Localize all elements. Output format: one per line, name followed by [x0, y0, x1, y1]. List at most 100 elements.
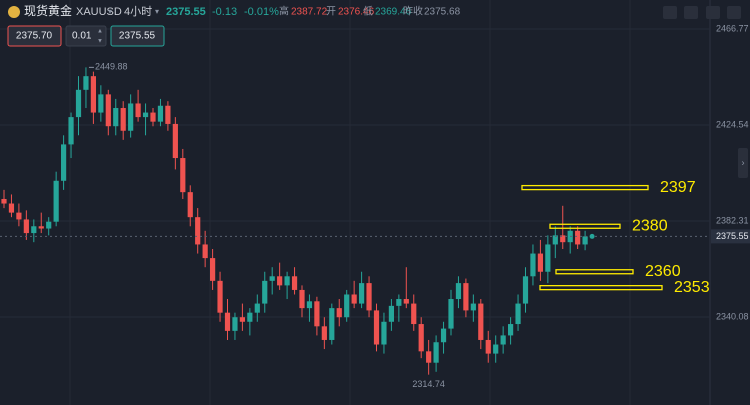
candle-body: [269, 276, 275, 281]
candle-body: [344, 294, 350, 318]
symbol[interactable]: XAUUSD: [76, 6, 122, 18]
candle-body: [336, 308, 342, 318]
instrument-name: 现货黄金: [24, 3, 72, 18]
candle-body: [351, 294, 357, 304]
candle-body: [157, 105, 164, 122]
candle-body: [113, 108, 119, 127]
candle-body: [232, 317, 238, 331]
candle-body: [1, 198, 7, 204]
high-label: 2449.88: [95, 62, 128, 72]
ask-price[interactable]: 2375.70: [16, 31, 53, 42]
candle-body: [455, 283, 462, 300]
candle-body: [515, 303, 521, 325]
candle-body: [485, 339, 491, 354]
level-label: 2380: [632, 217, 668, 234]
candle-body: [299, 289, 305, 309]
dropdown-arrow[interactable]: ▾: [108, 7, 112, 16]
candle-body: [68, 117, 74, 145]
candle-body: [217, 280, 223, 313]
candle-body: [38, 226, 44, 229]
candle-body: [373, 310, 380, 345]
tool-icon[interactable]: [663, 6, 677, 19]
candle-body: [321, 326, 327, 340]
candle-body: [426, 351, 432, 363]
period[interactable]: 4小时: [124, 5, 152, 18]
ask-box[interactable]: [7, 25, 62, 47]
candle-body: [433, 342, 439, 363]
candle-body: [202, 244, 208, 259]
level-line: [549, 223, 621, 229]
tool-icon[interactable]: [727, 6, 741, 19]
candle-body: [135, 103, 141, 118]
last-price: 2375.55: [166, 6, 206, 18]
candle-body: [388, 305, 394, 322]
candle-body: [329, 308, 335, 340]
candle-body: [381, 321, 387, 345]
candle-body: [411, 303, 417, 325]
bid-price[interactable]: 2375.55: [119, 31, 156, 42]
candle-body: [75, 89, 82, 118]
tool-icon[interactable]: [684, 6, 698, 19]
candle-body: [396, 299, 402, 306]
candle-body: [470, 303, 476, 311]
candle-body: [90, 76, 96, 113]
y-tick-label: 2424.54: [716, 119, 749, 129]
candle-body: [508, 324, 514, 336]
y-tick-label: 2340.08: [716, 311, 749, 321]
low-value: 2369.46: [375, 7, 412, 18]
candle-body: [366, 283, 372, 311]
level-line: [555, 269, 634, 275]
lot-input[interactable]: [65, 25, 107, 47]
candle-body: [418, 324, 424, 352]
candle-body: [8, 203, 15, 213]
level-label: 2397: [660, 179, 696, 196]
candle-body: [262, 280, 268, 304]
header: 现货黄金 XAUUSD ▾ 4小时 ▾ 2375.55 -0.13 -0.01%…: [7, 3, 748, 178]
candle-body: [552, 235, 558, 245]
candle-body: [500, 335, 506, 345]
bid-box[interactable]: [110, 25, 165, 47]
candle-body: [575, 230, 581, 245]
candle-body: [195, 217, 201, 245]
candle-body: [530, 253, 536, 277]
level-line: [521, 184, 649, 191]
candle-body: [142, 112, 149, 118]
candle-body: [403, 299, 409, 304]
candle-body: [440, 328, 447, 343]
candle-body: [172, 123, 178, 159]
candle-body: [448, 299, 454, 329]
candle-body: [560, 235, 566, 243]
candle-body: [254, 303, 260, 313]
high-value: 2387.72: [291, 7, 328, 18]
prev-label: 昨收: [403, 5, 423, 18]
candle-body: [16, 212, 22, 220]
dropdown-arrow[interactable]: ▾: [155, 7, 159, 16]
candle-body: [210, 258, 216, 281]
candle-body: [359, 283, 365, 304]
candle-body: [120, 108, 126, 131]
candle-body: [522, 276, 529, 304]
lot-size[interactable]: 0.01: [72, 31, 92, 42]
lot-up[interactable]: ▲: [97, 29, 103, 35]
candle-body: [98, 94, 104, 113]
candle-body: [582, 236, 588, 245]
level-line: [539, 285, 663, 291]
level-label: 2360: [645, 263, 681, 280]
high-label: 高: [279, 5, 289, 18]
candle-body: [478, 303, 484, 340]
change: -0.13: [212, 6, 237, 18]
candle-body: [291, 276, 298, 290]
side-tab[interactable]: [738, 148, 748, 178]
open-label: 开: [326, 7, 336, 18]
tool-icon[interactable]: [706, 6, 720, 19]
lot-down[interactable]: ▼: [97, 39, 103, 45]
candle-body: [180, 158, 186, 193]
side-tab-arrow[interactable]: ›: [742, 157, 745, 167]
y-tick-label: 2382.31: [716, 215, 749, 225]
candle-body: [493, 344, 499, 354]
candle-body: [61, 144, 67, 181]
level-label: 2353: [674, 279, 710, 296]
prev-value: 2375.68: [424, 7, 461, 18]
candle-body: [31, 226, 37, 234]
candle-body: [83, 76, 89, 90]
